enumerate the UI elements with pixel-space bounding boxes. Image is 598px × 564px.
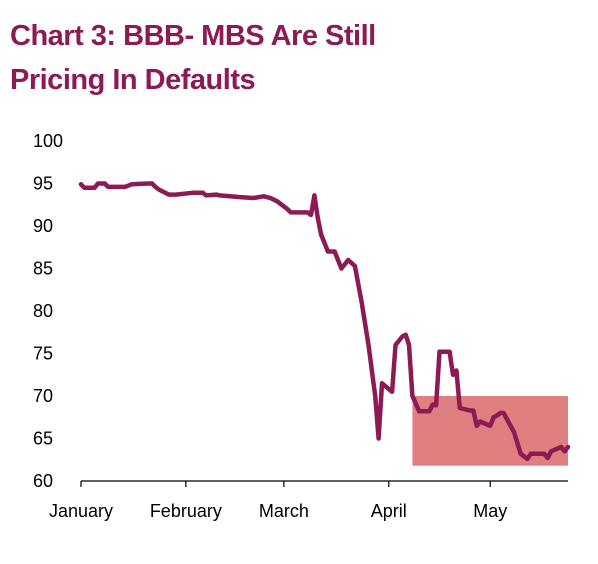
- y-tick-label: 70: [33, 386, 53, 406]
- y-tick-label: 90: [33, 216, 53, 236]
- chart-title: Chart 3: BBB- MBS Are Still Pricing In D…: [10, 14, 590, 102]
- y-tick-label: 75: [33, 344, 53, 364]
- x-tick-label: March: [259, 501, 309, 521]
- chart-title-line-1: Chart 3: BBB- MBS Are Still: [10, 20, 376, 52]
- x-tick-label: February: [150, 501, 222, 521]
- x-tick-label: April: [371, 501, 407, 521]
- x-tick-label: January: [49, 501, 113, 521]
- y-tick-label: 100: [33, 131, 63, 151]
- y-tick-label: 80: [33, 301, 53, 321]
- y-axis-tick-labels: 60 65 70 75 80 85 90 95 100: [33, 131, 63, 491]
- y-tick-label: 85: [33, 259, 53, 279]
- x-tick-label: May: [473, 501, 507, 521]
- y-tick-label: 65: [33, 429, 53, 449]
- chart-title-line-2: Pricing In Defaults: [10, 64, 256, 96]
- x-axis-tick-labels: January February March April May: [49, 501, 507, 521]
- y-tick-label: 60: [33, 471, 53, 491]
- y-tick-label: 95: [33, 174, 53, 194]
- series-layer: [78, 181, 571, 462]
- price-series-line: [78, 181, 571, 462]
- axis-layer: [80, 480, 568, 487]
